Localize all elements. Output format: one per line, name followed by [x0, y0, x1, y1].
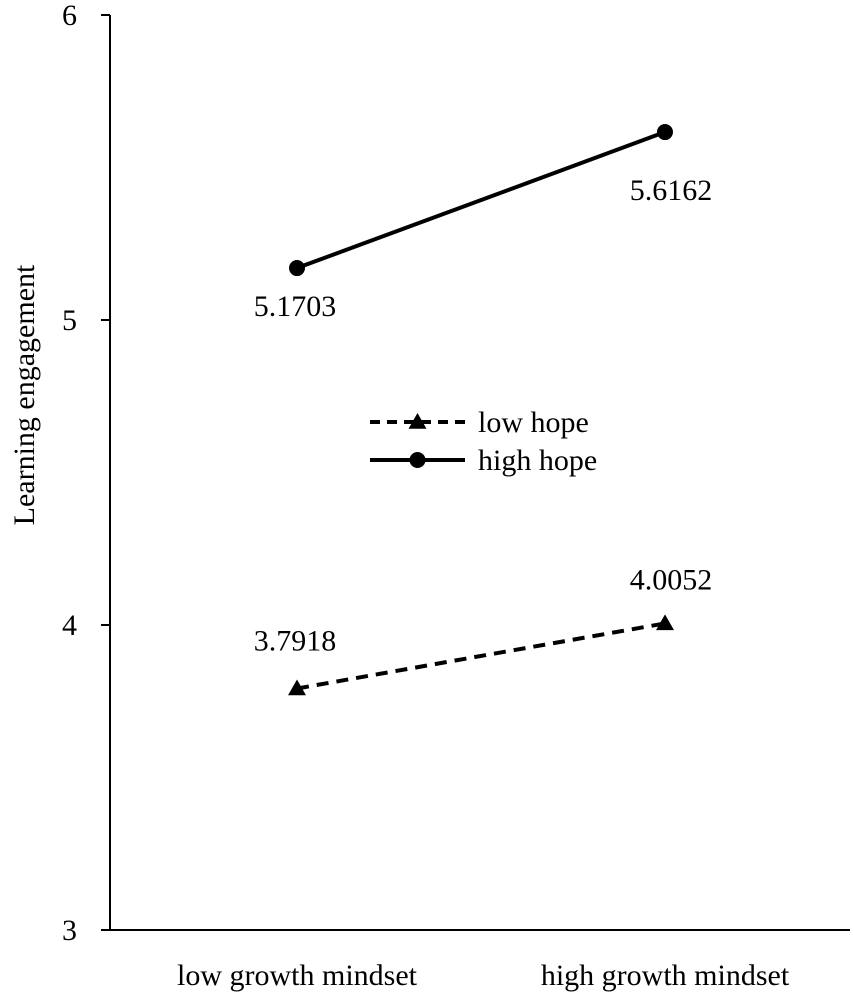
y-tick-label-4: 4	[62, 609, 77, 642]
data-labels: 3.7918 4.0052 5.1703 5.6162	[254, 174, 713, 657]
series-high-hope	[289, 124, 673, 277]
legend-item-high-hope: high hope	[370, 444, 597, 477]
series-line-high-hope	[296, 130, 666, 270]
x-category-label-low-growth-mindset: low growth mindset	[177, 959, 418, 992]
series-line-low-hope	[296, 621, 666, 691]
data-label-high-hope-1: 5.1703	[254, 290, 337, 323]
legend-marker-high-hope	[409, 452, 426, 468]
series-low-hope	[288, 614, 674, 696]
legend-label-low-hope: low hope	[478, 406, 589, 439]
data-label-low-hope-1: 3.7918	[254, 625, 337, 658]
series	[288, 124, 674, 696]
data-label-high-hope-2: 5.6162	[630, 174, 713, 207]
x-category-label-high-growth-mindset: high growth mindset	[541, 959, 790, 992]
data-point-high-hope-2	[657, 124, 673, 141]
axes	[109, 15, 850, 931]
y-tick-label-6: 6	[62, 0, 77, 32]
legend: low hope high hope	[370, 406, 597, 477]
legend-item-low-hope: low hope	[370, 406, 589, 439]
y-ticks: 3 4 5 6	[62, 0, 110, 947]
data-point-low-hope-2	[656, 614, 674, 631]
data-point-high-hope-1	[289, 260, 305, 277]
legend-marker-low-hope	[408, 413, 427, 429]
data-point-low-hope-1	[288, 679, 306, 696]
legend-label-high-hope: high hope	[478, 444, 597, 477]
data-label-low-hope-2: 4.0052	[630, 563, 713, 596]
y-axis-title: Learning engagement	[8, 264, 41, 525]
y-tick-label-3: 3	[62, 914, 77, 947]
y-tick-label-5: 5	[62, 304, 77, 337]
x-categories: low growth mindset high growth mindset	[177, 959, 790, 992]
